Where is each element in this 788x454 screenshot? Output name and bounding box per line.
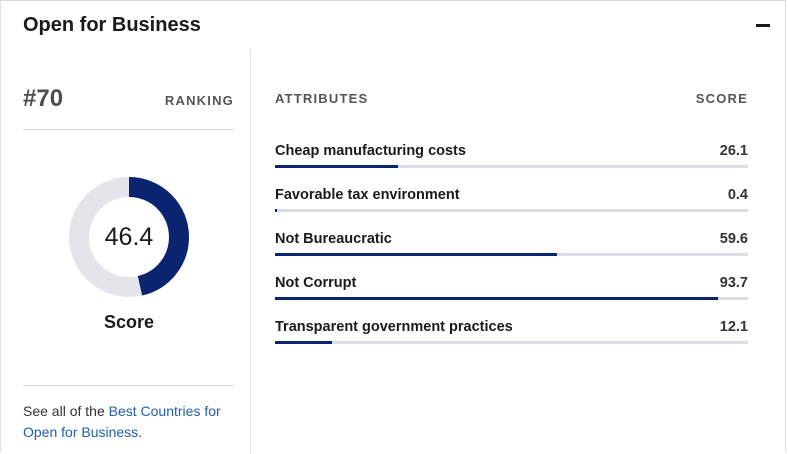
attribute-row: Not Bureaucratic 59.6 [275,231,748,275]
see-all-suffix: . [138,424,143,440]
see-all-divider [23,385,234,386]
attribute-row: Favorable tax environment 0.4 [275,187,748,231]
attribute-bar-track [275,341,748,344]
card-title: Open for Business [23,14,201,36]
attribute-bar-fill [275,297,719,300]
attribute-row: Not Corrupt 93.7 [275,275,748,319]
attribute-bar-track [275,297,748,300]
ranking-label: RANKING [164,93,234,108]
score-header: SCORE [695,91,748,106]
attribute-name: Cheap manufacturing costs [275,143,466,159]
attribute-score: 26.1 [719,143,748,159]
attribute-bar-fill [275,253,557,256]
see-all-prefix: See all of the [23,403,109,419]
attribute-score: 0.4 [727,187,748,203]
best-countries-link[interactable]: Best Countries for Open for Business [23,403,221,440]
score-caption: Score [103,312,155,332]
collapse-button[interactable] [749,13,777,37]
attribute-bar-track [275,209,748,212]
column-divider [250,49,251,454]
see-all-text: See all of the Best Countries for Open f… [23,401,238,443]
score-value: 46.4 [104,222,154,251]
attribute-bar-track [275,165,748,168]
minus-icon [756,24,770,27]
score-donut [69,177,189,297]
attribute-row: Transparent government practices 12.1 [275,319,748,363]
attribute-name: Favorable tax environment [275,187,460,203]
attributes-header: ATTRIBUTES [275,91,369,106]
attribute-bar-track [275,253,748,256]
attribute-name: Transparent government practices [275,319,513,335]
attribute-bar-fill [275,165,399,168]
attribute-score: 59.6 [719,231,748,247]
attribute-score: 12.1 [719,319,748,335]
ranking-number: #70 [23,85,64,112]
attribute-bar-fill [275,341,333,344]
donut-fill [69,177,189,297]
ranking-divider [23,129,234,130]
attribute-row: Cheap manufacturing costs 26.1 [275,143,748,187]
attribute-name: Not Bureaucratic [275,231,392,247]
attribute-bar-fill [275,209,277,212]
attribute-score: 93.7 [719,275,748,291]
attribute-name: Not Corrupt [275,275,357,291]
